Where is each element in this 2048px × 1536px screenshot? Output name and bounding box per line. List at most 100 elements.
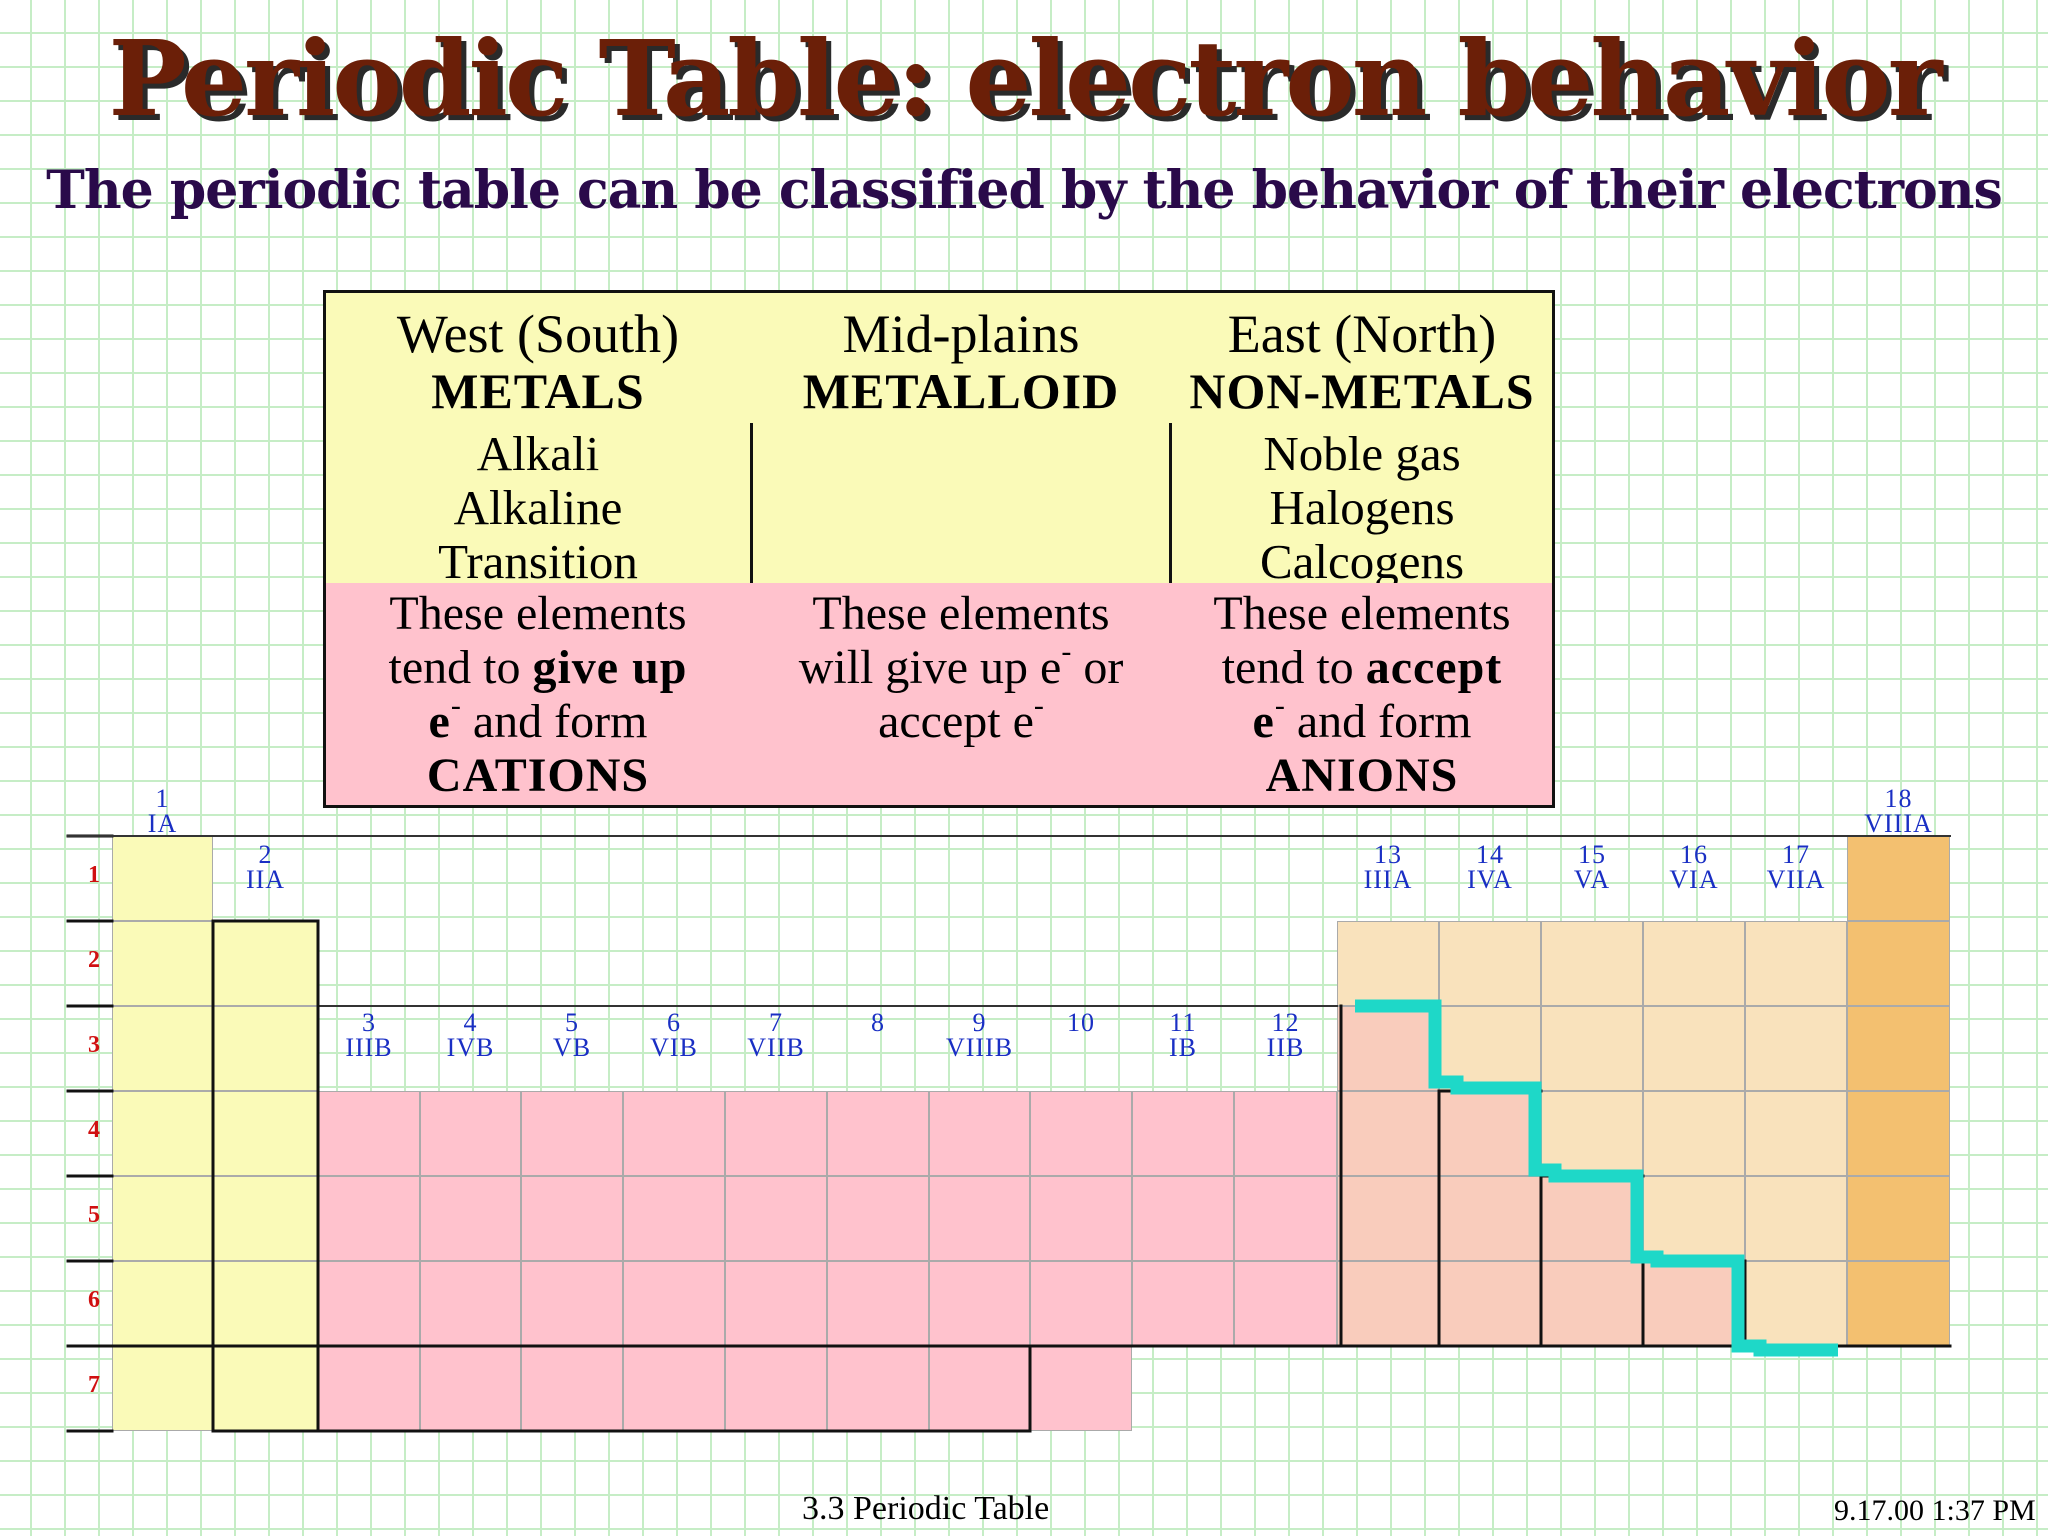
group-roman: VIB xyxy=(650,1033,698,1062)
element-cell xyxy=(112,1006,213,1091)
element-cell xyxy=(1234,1091,1337,1176)
element-cell xyxy=(1439,1091,1541,1176)
element-cell xyxy=(827,1346,929,1431)
element-cell xyxy=(1337,1176,1439,1261)
period-label-2: 2 xyxy=(88,947,100,973)
element-cell xyxy=(521,1261,623,1346)
element-cell xyxy=(623,1091,725,1176)
east-class: NON-METALS xyxy=(1189,363,1535,419)
group-label-11: 11 IB xyxy=(1132,1010,1234,1061)
group-number: 7 xyxy=(769,1008,783,1037)
group-roman: VA xyxy=(1573,865,1611,894)
element-cell xyxy=(623,1261,725,1346)
element-cell xyxy=(521,1091,623,1176)
element-cell xyxy=(1745,1261,1847,1346)
mid-header: Mid-plains METALLOID xyxy=(750,293,1172,423)
element-cell xyxy=(420,1346,521,1431)
group-roman: VIIB xyxy=(747,1033,805,1062)
period-label-5: 5 xyxy=(88,1202,100,1228)
page-title: Periodic Table: electron behavior xyxy=(108,17,1943,140)
group-label-4: 4 IVB xyxy=(420,1010,521,1061)
group-label-15: 15 VA xyxy=(1541,840,1643,894)
group-number: 18 xyxy=(1884,784,1913,813)
element-cell xyxy=(1643,1091,1745,1176)
group-number: 5 xyxy=(565,1008,579,1037)
group-label-7: 7 VIIB xyxy=(725,1008,827,1062)
group-label-16: 16 VIA xyxy=(1643,842,1745,894)
element-cell xyxy=(420,1091,521,1176)
group-number: 13 xyxy=(1374,840,1402,869)
group-number: 17 xyxy=(1782,840,1810,869)
mid-region: Mid-plains xyxy=(842,304,1080,364)
group-number: 14 xyxy=(1476,840,1504,869)
element-cell xyxy=(827,1176,929,1261)
element-cell xyxy=(318,1176,420,1261)
group-label-8: 8 xyxy=(827,1010,929,1060)
group-label-10: 10 xyxy=(1030,1010,1132,1060)
footer-title: 3.3 Periodic Table xyxy=(802,1490,1050,1527)
group-label-2: 2 IIA xyxy=(213,840,318,893)
element-cell xyxy=(420,1261,521,1346)
group-number: 12 xyxy=(1271,1008,1300,1037)
east-behavior: These elements tend to accept e- and for… xyxy=(1172,583,1552,809)
element-cell xyxy=(318,1346,420,1431)
element-cell xyxy=(318,1261,420,1346)
period-label-3: 3 xyxy=(88,1032,100,1058)
element-cell xyxy=(1132,1176,1234,1261)
west-behavior-electron: e xyxy=(428,695,451,748)
element-cell xyxy=(1439,1261,1541,1346)
group-roman: VIIIA xyxy=(1864,809,1933,838)
group-label-18: 18 VIIIA xyxy=(1847,784,1950,838)
group-label-14: 14 IVA xyxy=(1439,840,1541,894)
element-cell xyxy=(1847,1261,1950,1346)
group-roman: IVA xyxy=(1467,865,1513,894)
element-cell xyxy=(1745,921,1847,1006)
family-transition: Transition xyxy=(438,534,638,589)
family-noble-gas: Noble gas xyxy=(1263,426,1461,481)
east-families: Noble gas Halogens Calcogens xyxy=(1172,423,1552,589)
group-number: 2 xyxy=(258,840,273,869)
element-cell xyxy=(213,1176,318,1261)
west-behavior-line-3: e- and form xyxy=(326,691,750,749)
element-cell xyxy=(1030,1091,1132,1176)
west-behavior-and-form: and form xyxy=(460,695,648,748)
group-label-9: 9 VIIIB xyxy=(929,1010,1030,1061)
element-cell xyxy=(1541,1006,1643,1091)
group-label-17: 17 VIIA xyxy=(1745,840,1847,893)
group-number: 1 xyxy=(155,784,170,813)
element-cell xyxy=(318,1091,420,1176)
mid-behavior-or: or xyxy=(1071,641,1124,694)
element-cell xyxy=(827,1091,929,1176)
group-number: 15 xyxy=(1578,840,1606,869)
mid-behavior-line-1: These elements xyxy=(812,587,1110,640)
summary-header-row: West (South) METALS Mid-plains METALLOID… xyxy=(326,293,1552,426)
group-roman: VIA xyxy=(1669,865,1719,894)
element-cell xyxy=(1132,1091,1234,1176)
element-cell xyxy=(1643,1261,1745,1346)
west-behavior-line-2: tend to give up xyxy=(326,641,750,695)
mid-behavior-give-up: will give up e xyxy=(798,641,1062,694)
element-cell xyxy=(1030,1261,1132,1346)
west-behavior-give-up: give up xyxy=(532,641,688,694)
element-cell xyxy=(1541,1091,1643,1176)
element-cell xyxy=(1439,1006,1541,1091)
east-behavior-accept: accept xyxy=(1365,641,1503,694)
family-alkaline: Alkaline xyxy=(453,480,623,535)
group-label-1: 1 IA xyxy=(112,784,213,837)
element-cell xyxy=(1643,1006,1745,1091)
page-subtitle: The periodic table can be classified by … xyxy=(46,160,2003,221)
element-cell xyxy=(521,1346,623,1431)
element-cell xyxy=(929,1176,1030,1261)
element-cell xyxy=(1439,921,1541,1006)
element-cell xyxy=(1030,1176,1132,1261)
family-alkali: Alkali xyxy=(476,426,600,481)
west-header: West (South) METALS xyxy=(326,293,750,423)
group-roman: IIIB xyxy=(345,1033,393,1062)
period-label-1: 1 xyxy=(88,862,100,888)
element-cell xyxy=(1847,921,1950,1006)
element-cell xyxy=(420,1176,521,1261)
element-cell xyxy=(1337,1091,1439,1176)
element-cell xyxy=(1439,1176,1541,1261)
footer-timestamp: 9.17.00 1:37 PM xyxy=(1834,1494,2036,1527)
group-label-5: 5 VB xyxy=(521,1008,623,1061)
